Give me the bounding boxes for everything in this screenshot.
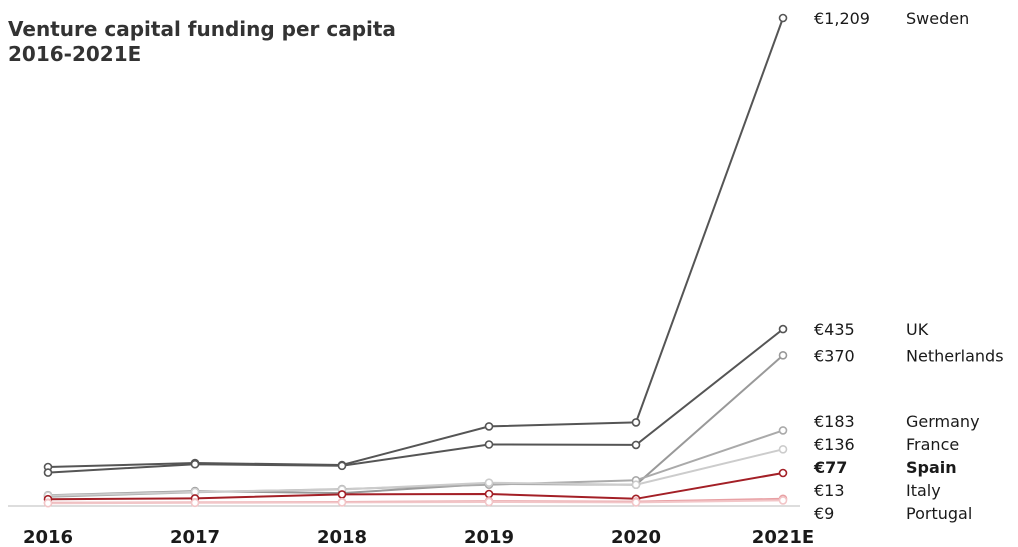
data-point-france-2020: [631, 480, 641, 490]
end-value-label-netherlands: €370: [814, 346, 855, 365]
series-line-spain: [47, 472, 784, 501]
chart-subtitle: 2016-2021E: [8, 42, 142, 66]
data-point-spain-2019: [484, 489, 494, 499]
data-point-portugal-2018: [337, 498, 347, 507]
x-tick-label-2016: 2016: [23, 527, 73, 547]
series-line-portugal: [47, 499, 784, 505]
series-label-portugal: Portugal: [906, 504, 972, 523]
series-label-france: France: [906, 435, 959, 454]
chart-title: Venture capital funding per capita 2016-…: [8, 17, 396, 67]
data-point-uk-2017: [190, 459, 200, 469]
data-point-france-2019: [484, 478, 494, 488]
data-point-netherlands-2021e: [778, 350, 788, 360]
data-point-sweden-2021e: [778, 13, 788, 23]
series-line-france: [47, 448, 784, 497]
x-tick-label-2018: 2018: [317, 527, 367, 547]
end-value-label-germany: €183: [814, 412, 855, 431]
data-point-uk-2018: [337, 461, 347, 471]
series-label-netherlands: Netherlands: [906, 346, 1004, 365]
end-value-label-portugal: €9: [814, 504, 834, 523]
data-point-sweden-2020: [631, 418, 641, 427]
series-label-sweden: Sweden: [906, 9, 969, 28]
series-label-uk: UK: [906, 320, 929, 339]
data-point-portugal-2017: [190, 498, 200, 508]
end-value-label-italy: €13: [814, 481, 845, 500]
data-point-spain-2021e: [778, 468, 788, 478]
end-value-label-sweden: €1,209: [814, 9, 870, 28]
data-point-france-2021e: [778, 444, 788, 454]
data-point-spain-2018: [337, 490, 347, 499]
x-tick-label-2019: 2019: [464, 527, 514, 547]
series-label-germany: Germany: [906, 412, 980, 431]
x-tick-label-2017: 2017: [170, 527, 220, 547]
data-point-portugal-2019: [484, 497, 494, 507]
data-point-portugal-2020: [631, 498, 641, 507]
end-value-label-spain: €77: [813, 458, 847, 477]
x-tick-label-2021e: 2021E: [752, 527, 814, 547]
data-point-portugal-2021e: [778, 496, 788, 505]
end-value-label-uk: €435: [814, 320, 855, 339]
x-tick-label-2020: 2020: [611, 527, 661, 547]
data-point-sweden-2019: [484, 422, 494, 431]
data-point-uk-2019: [484, 440, 494, 449]
series-label-italy: Italy: [906, 481, 941, 500]
data-point-germany-2021e: [778, 426, 788, 435]
series-label-spain: Spain: [906, 458, 957, 477]
end-value-label-france: €136: [814, 435, 855, 454]
data-point-portugal-2016: [43, 498, 53, 508]
chart-title-line: Venture capital funding per capita: [8, 17, 396, 41]
series-line-netherlands: [47, 354, 784, 497]
series-line-uk: [47, 328, 784, 474]
data-point-uk-2016: [43, 468, 53, 477]
data-point-uk-2020: [631, 440, 641, 450]
data-point-uk-2021e: [778, 324, 788, 334]
series-line-sweden: [47, 17, 784, 468]
